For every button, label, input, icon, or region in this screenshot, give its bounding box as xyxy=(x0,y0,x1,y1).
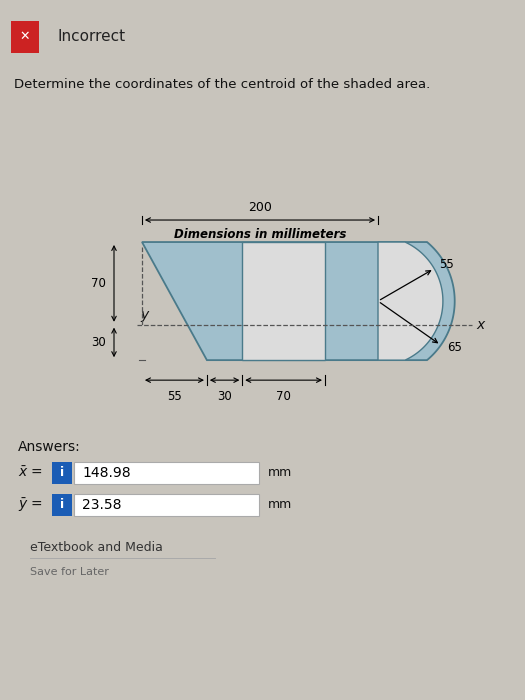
FancyBboxPatch shape xyxy=(52,494,72,516)
Text: i: i xyxy=(60,498,64,511)
Text: mm: mm xyxy=(268,498,292,511)
Text: Dimensions in millimeters: Dimensions in millimeters xyxy=(174,228,346,241)
Text: Determine the coordinates of the centroid of the shaded area.: Determine the coordinates of the centroi… xyxy=(14,78,430,90)
Text: 148.98: 148.98 xyxy=(82,466,131,480)
Text: 30: 30 xyxy=(217,390,232,403)
Text: ✕: ✕ xyxy=(19,30,30,43)
Text: Answers:: Answers: xyxy=(18,440,81,454)
Text: Incorrect: Incorrect xyxy=(58,29,126,44)
Text: 23.58: 23.58 xyxy=(82,498,121,512)
Text: 65: 65 xyxy=(447,341,461,354)
Text: 70: 70 xyxy=(276,390,291,403)
Polygon shape xyxy=(142,242,455,360)
Polygon shape xyxy=(378,242,443,360)
FancyBboxPatch shape xyxy=(52,462,72,484)
Text: $\bar{x}$ =: $\bar{x}$ = xyxy=(18,466,43,480)
Text: eTextbook and Media: eTextbook and Media xyxy=(30,541,163,554)
Text: 70: 70 xyxy=(91,277,106,290)
FancyBboxPatch shape xyxy=(74,462,259,484)
Text: 200: 200 xyxy=(248,201,272,214)
Text: y: y xyxy=(140,308,148,322)
Text: Save for Later: Save for Later xyxy=(30,567,109,577)
Polygon shape xyxy=(243,242,325,360)
FancyBboxPatch shape xyxy=(10,21,39,52)
Text: 30: 30 xyxy=(91,336,106,349)
Text: i: i xyxy=(60,466,64,480)
Text: $\bar{y}$ =: $\bar{y}$ = xyxy=(18,496,43,514)
Text: mm: mm xyxy=(268,466,292,480)
FancyBboxPatch shape xyxy=(74,494,259,516)
Text: 55: 55 xyxy=(167,390,182,403)
Text: 55: 55 xyxy=(439,258,454,271)
Text: x: x xyxy=(476,318,485,332)
